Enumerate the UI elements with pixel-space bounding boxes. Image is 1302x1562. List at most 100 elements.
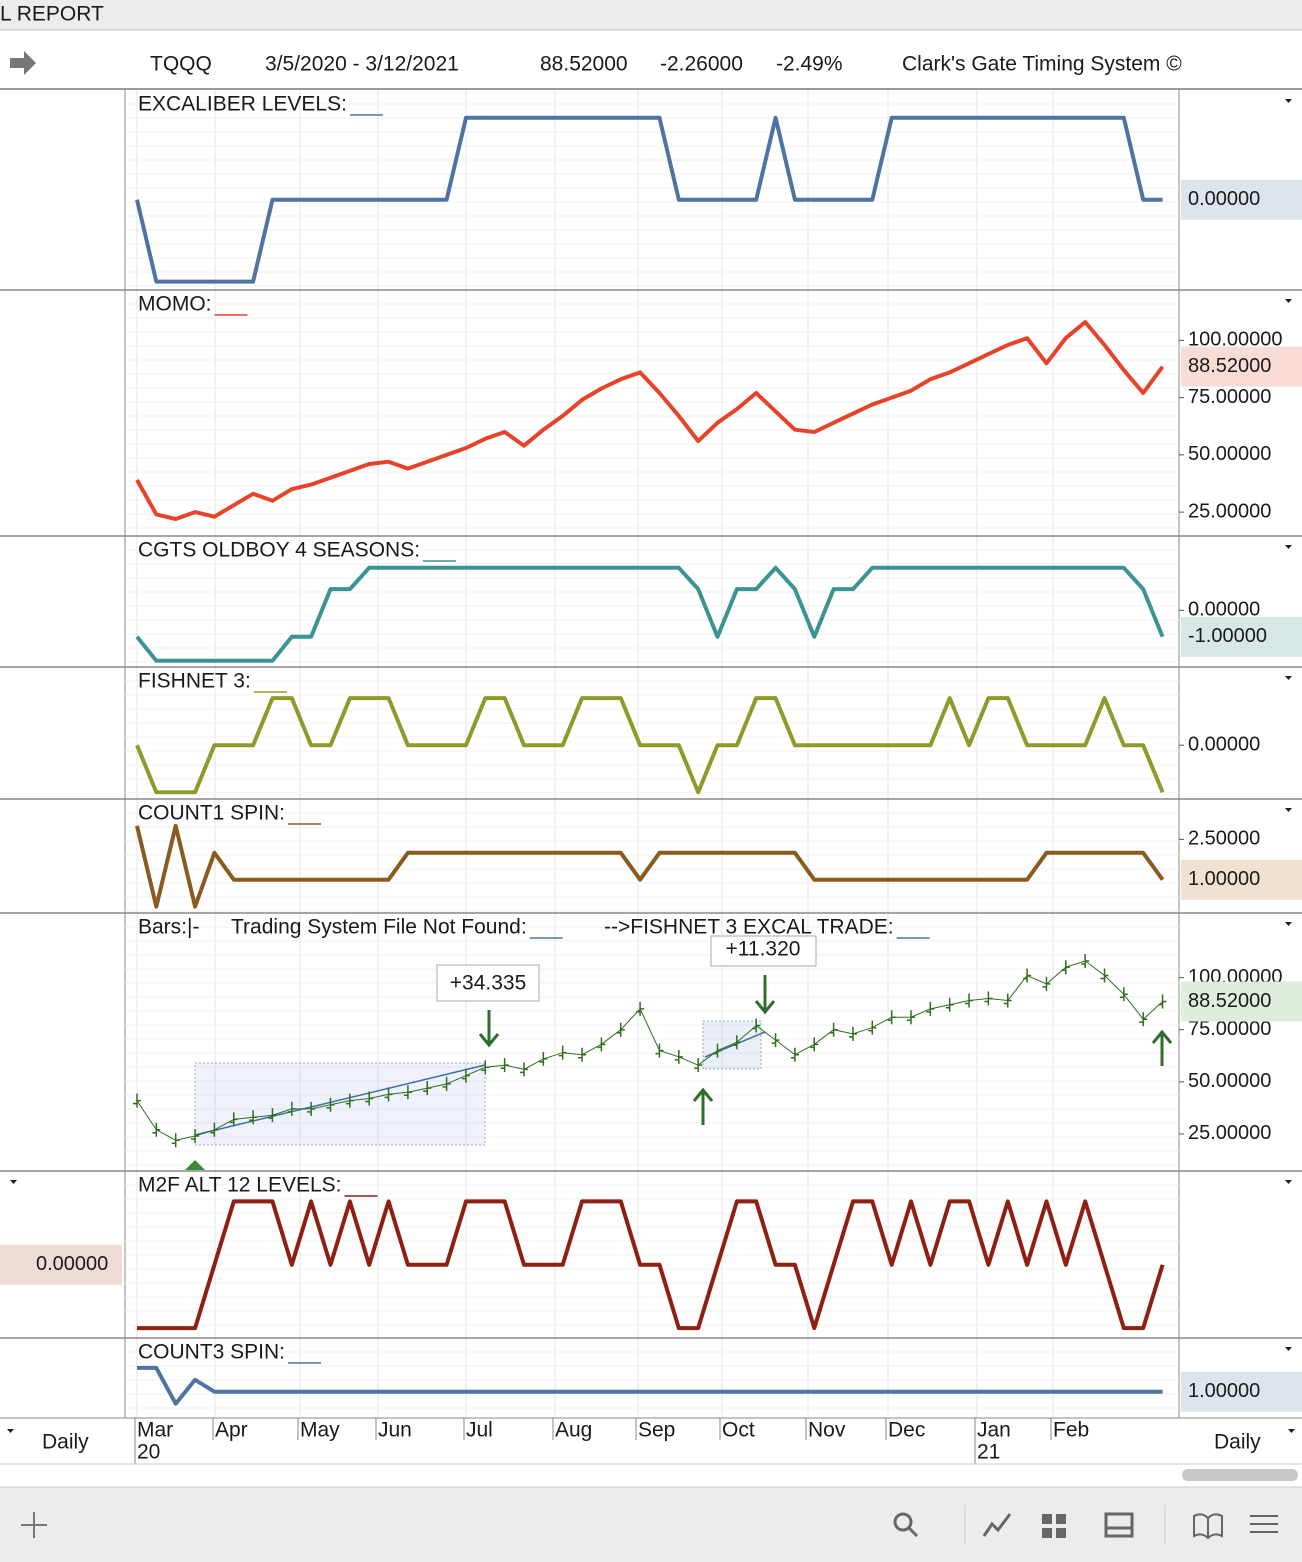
grid-button-cell <box>1042 1528 1052 1538</box>
indicator-line <box>135 565 1165 663</box>
y-tick-label: 25.00000 <box>1188 500 1271 522</box>
layout-button[interactable] <box>1104 1512 1134 1538</box>
price-bar <box>403 1085 412 1100</box>
period-right: Daily <box>1214 1431 1261 1454</box>
pane-title: CGTS OLDBOY 4 SEASONS: <box>138 539 420 562</box>
y-tick-label: 0.00000 <box>1188 734 1260 756</box>
period-left: Daily <box>42 1431 89 1454</box>
y-tick-label: 75.00000 <box>1188 1018 1271 1040</box>
price-bar <box>365 1091 374 1106</box>
price-bar <box>674 1049 683 1064</box>
change: -2.26000 <box>660 53 743 76</box>
price-bar <box>597 1037 606 1052</box>
price-bar <box>848 1026 857 1041</box>
value-badge <box>1181 346 1302 387</box>
search-button[interactable] <box>893 1512 913 1532</box>
value-badge <box>1181 859 1302 900</box>
grid-button-cell <box>1056 1514 1066 1524</box>
value-badge-label: -1.00000 <box>1188 625 1267 647</box>
scrollbar[interactable] <box>1182 1469 1298 1481</box>
pane-menu[interactable] <box>1285 808 1292 812</box>
y-tick-label: 50.00000 <box>1188 443 1271 465</box>
system-name: Clark's Gate Timing System © <box>902 53 1182 76</box>
pane-menu[interactable] <box>1285 1347 1292 1351</box>
pane-menu[interactable] <box>1285 676 1292 680</box>
value-badge-label: 0.00000 <box>36 1253 108 1275</box>
chart-button[interactable] <box>982 1513 1012 1537</box>
window-title: L REPORT <box>0 3 104 26</box>
price-bar <box>558 1045 567 1060</box>
pane-title: MOMO: <box>138 293 212 316</box>
price-bar <box>133 1093 141 1108</box>
price-bar <box>655 1043 664 1058</box>
price-bar <box>229 1112 238 1127</box>
axis-menu <box>7 1429 14 1433</box>
trade-result-box <box>710 935 817 967</box>
pane-menu[interactable] <box>1285 545 1292 549</box>
last-price: 88.52000 <box>540 53 628 76</box>
price-bar <box>1081 953 1090 968</box>
signal-arrow <box>692 1087 714 1125</box>
price-bar <box>945 997 954 1012</box>
pane-menu[interactable] <box>1285 299 1292 303</box>
pane-menu[interactable] <box>1285 922 1292 926</box>
price-bar <box>1061 960 1070 975</box>
y-tick-label: 25.00000 <box>1188 1122 1271 1144</box>
price-bar <box>442 1076 451 1091</box>
x-tick-label: Apr <box>215 1419 248 1442</box>
price-bar <box>810 1037 819 1052</box>
indicator-line <box>137 1199 1165 1331</box>
x-tick-label: Nov <box>808 1419 846 1442</box>
pane-title: -->FISHNET 3 EXCAL TRADE: <box>604 916 894 939</box>
value-badge <box>1181 179 1302 220</box>
price-bar <box>1042 976 1051 991</box>
value-badge-label: 0.00000 <box>1188 188 1260 210</box>
price-bar <box>520 1062 528 1077</box>
pane-menu[interactable] <box>1285 1180 1292 1184</box>
price-bar <box>926 1001 935 1016</box>
pane-menu[interactable] <box>1285 99 1292 103</box>
x-tick-label: Oct <box>722 1419 755 1442</box>
signal-arrow <box>1151 1029 1173 1066</box>
value-badge-label: 1.00000 <box>1188 868 1260 890</box>
price-bar <box>268 1108 277 1123</box>
arrow-button[interactable] <box>10 51 36 75</box>
add-button[interactable] <box>21 1512 47 1538</box>
x-tick-label: Mar <box>137 1419 173 1442</box>
pane-menu <box>10 1180 17 1184</box>
price-bar <box>249 1110 258 1125</box>
pane-title: M2F ALT 12 LEVELS: <box>138 1174 342 1197</box>
year-label: 20 <box>137 1441 160 1464</box>
price-bar <box>1119 987 1128 1002</box>
y-tick-label: 75.00000 <box>1188 386 1271 408</box>
price-bar <box>423 1081 432 1096</box>
trade-result: +11.320 <box>726 938 801 961</box>
indicator-line <box>135 823 1165 909</box>
price-bar <box>210 1122 219 1137</box>
value-badge-label: 1.00000 <box>1188 1380 1260 1402</box>
price-bar <box>384 1087 393 1102</box>
menu-button[interactable] <box>1250 1515 1278 1533</box>
grid-button-cell <box>1056 1528 1066 1538</box>
pane-title: FISHNET 3: <box>138 670 251 693</box>
price-bar <box>907 1010 915 1025</box>
price-bar <box>636 1001 645 1016</box>
trade-line <box>194 1064 486 1136</box>
year-label: 21 <box>977 1441 1000 1464</box>
trade-result: +34.335 <box>450 972 527 995</box>
grid-button[interactable] <box>1042 1514 1052 1524</box>
change-pct: -2.49% <box>776 53 843 76</box>
price-bar <box>790 1047 799 1062</box>
toolbar <box>0 1487 1302 1562</box>
value-badge <box>1181 981 1302 1022</box>
price-bar <box>171 1133 180 1148</box>
price-bar <box>461 1068 470 1083</box>
price-bar <box>752 1018 761 1033</box>
x-tick-label: Sep <box>638 1419 675 1442</box>
price-bar <box>287 1101 296 1116</box>
price-bar <box>1139 1012 1148 1027</box>
price-bar <box>965 993 974 1008</box>
pane-title: COUNT3 SPIN: <box>138 1341 285 1364</box>
book-button[interactable] <box>1193 1513 1223 1540</box>
indicator-line <box>135 115 1163 284</box>
